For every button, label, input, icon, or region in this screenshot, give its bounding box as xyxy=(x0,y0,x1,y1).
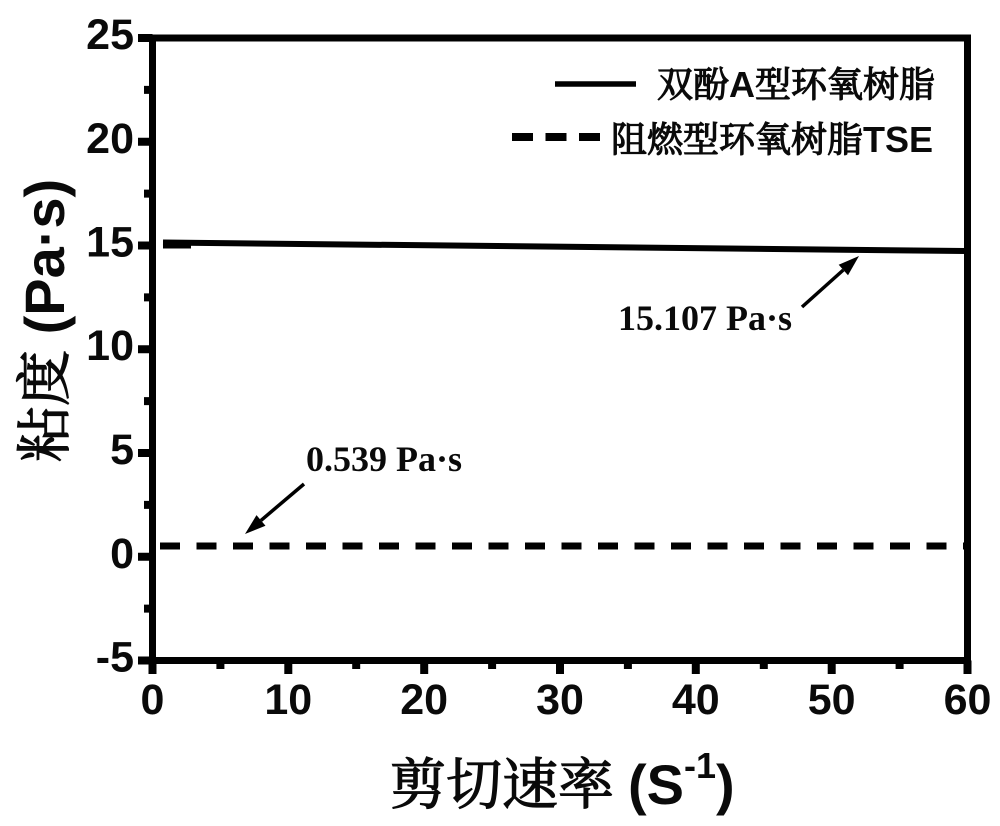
svg-text:A: A xyxy=(729,64,755,105)
svg-text:(Pa·s): (Pa·s) xyxy=(13,179,76,335)
svg-text:TSE: TSE xyxy=(863,119,933,160)
svg-text:40: 40 xyxy=(672,676,720,724)
svg-text:60: 60 xyxy=(944,676,992,724)
svg-text:50: 50 xyxy=(808,676,856,724)
svg-text:-1: -1 xyxy=(684,745,716,786)
svg-text:5: 5 xyxy=(110,426,134,474)
svg-text:25: 25 xyxy=(86,11,134,59)
svg-text:-5: -5 xyxy=(96,634,134,682)
svg-text:15.107 Pa·s: 15.107 Pa·s xyxy=(618,298,792,338)
svg-text:0.539 Pa·s: 0.539 Pa·s xyxy=(306,439,462,479)
svg-text:): ) xyxy=(716,753,735,816)
svg-text:0: 0 xyxy=(110,530,134,578)
svg-text:10: 10 xyxy=(264,676,312,724)
svg-text:30: 30 xyxy=(536,676,584,724)
svg-text:20: 20 xyxy=(86,115,134,163)
svg-text:20: 20 xyxy=(400,676,448,724)
svg-text:(S: (S xyxy=(628,753,684,816)
svg-text:10: 10 xyxy=(86,322,134,370)
svg-text:0: 0 xyxy=(141,676,165,724)
svg-text:15: 15 xyxy=(86,219,134,267)
